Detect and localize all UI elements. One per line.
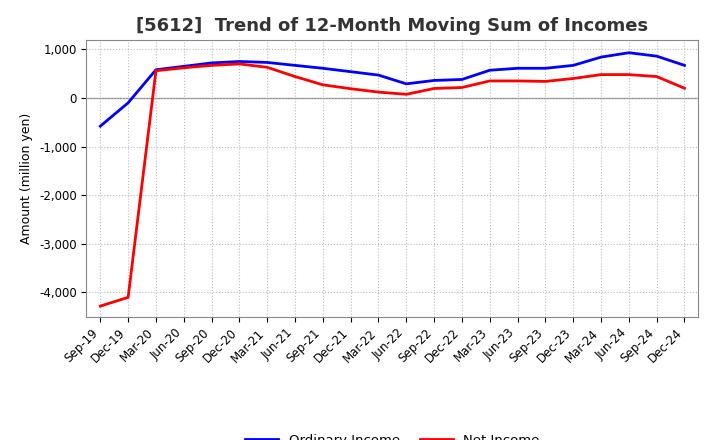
Ordinary Income <box>485 68 494 73</box>
Ordinary Income <box>430 78 438 83</box>
Ordinary Income <box>513 66 522 71</box>
Ordinary Income <box>291 63 300 68</box>
Y-axis label: Amount (million yen): Amount (million yen) <box>20 113 33 244</box>
Ordinary Income <box>624 50 633 55</box>
Net Income <box>263 65 271 70</box>
Line: Net Income: Net Income <box>100 64 685 306</box>
Ordinary Income <box>124 100 132 106</box>
Net Income <box>652 74 661 79</box>
Net Income <box>346 86 355 92</box>
Net Income <box>541 79 550 84</box>
Ordinary Income <box>96 124 104 129</box>
Net Income <box>318 82 327 88</box>
Ordinary Income <box>569 63 577 68</box>
Ordinary Income <box>652 54 661 59</box>
Ordinary Income <box>235 59 243 64</box>
Legend: Ordinary Income, Net Income: Ordinary Income, Net Income <box>240 429 545 440</box>
Ordinary Income <box>152 67 161 73</box>
Net Income <box>680 86 689 91</box>
Ordinary Income <box>207 60 216 66</box>
Net Income <box>402 92 410 97</box>
Line: Ordinary Income: Ordinary Income <box>100 53 685 126</box>
Net Income <box>207 63 216 68</box>
Net Income <box>624 72 633 77</box>
Ordinary Income <box>458 77 467 82</box>
Net Income <box>569 76 577 81</box>
Ordinary Income <box>402 81 410 87</box>
Ordinary Income <box>597 55 606 60</box>
Net Income <box>179 65 188 70</box>
Net Income <box>458 85 467 90</box>
Net Income <box>291 74 300 79</box>
Ordinary Income <box>374 73 383 78</box>
Title: [5612]  Trend of 12-Month Moving Sum of Incomes: [5612] Trend of 12-Month Moving Sum of I… <box>136 17 649 35</box>
Ordinary Income <box>263 60 271 65</box>
Ordinary Income <box>318 66 327 71</box>
Ordinary Income <box>680 63 689 68</box>
Net Income <box>513 78 522 84</box>
Net Income <box>430 86 438 91</box>
Net Income <box>485 78 494 84</box>
Ordinary Income <box>179 64 188 69</box>
Net Income <box>124 295 132 300</box>
Ordinary Income <box>346 69 355 74</box>
Net Income <box>235 61 243 66</box>
Net Income <box>374 89 383 95</box>
Ordinary Income <box>541 66 550 71</box>
Net Income <box>96 304 104 309</box>
Net Income <box>597 72 606 77</box>
Net Income <box>152 68 161 73</box>
